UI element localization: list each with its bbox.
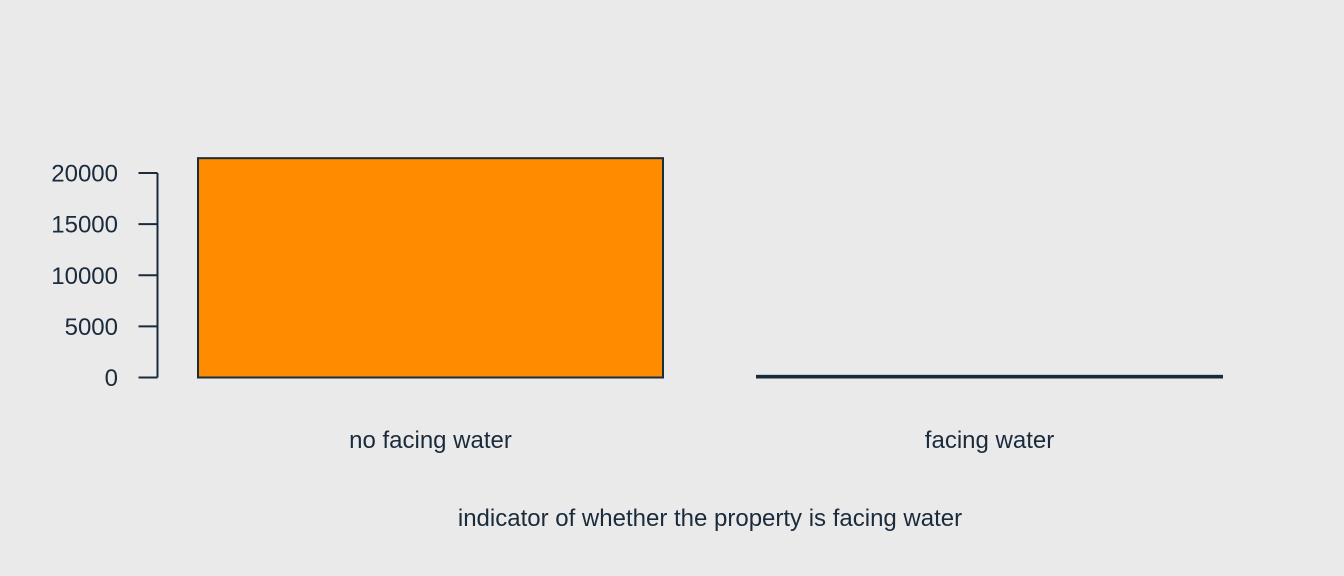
x-axis-title: indicator of whether the property is fac… bbox=[458, 505, 962, 532]
x-category-label: facing water bbox=[925, 427, 1054, 454]
y-tick-label: 15000 bbox=[51, 212, 118, 239]
y-axis: 0 5000 10000 15000 20000 bbox=[51, 161, 159, 392]
bar-no-facing-water bbox=[197, 157, 664, 379]
bar-facing-water bbox=[756, 374, 1223, 379]
y-tick-label: 0 bbox=[105, 365, 118, 392]
y-tick-label: 10000 bbox=[51, 263, 118, 290]
x-axis-labels: no facing water facing water bbox=[349, 427, 1054, 454]
y-tick-label: 20000 bbox=[51, 161, 118, 188]
x-category-label: no facing water bbox=[349, 427, 512, 454]
y-tick-label: 5000 bbox=[65, 314, 118, 341]
bars bbox=[197, 157, 1223, 379]
